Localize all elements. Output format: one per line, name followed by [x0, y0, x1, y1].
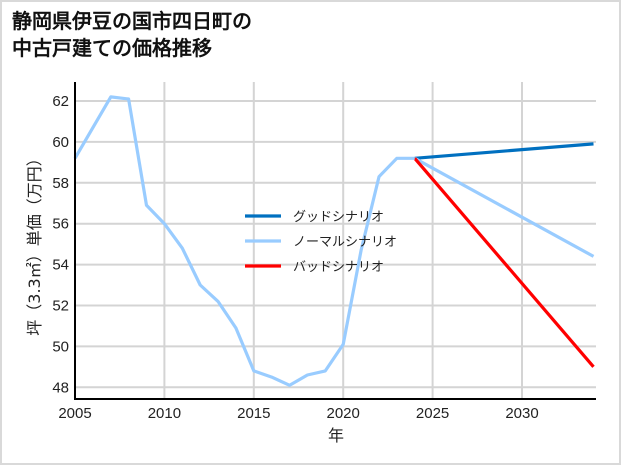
y-tick-label: 62 — [52, 93, 69, 110]
gridlines — [74, 82, 596, 399]
x-tick-label: 2010 — [148, 405, 181, 422]
x-tick-label: 2030 — [505, 405, 538, 422]
title-line-1: 静岡県伊豆の国市四日町の — [12, 9, 252, 33]
data-lines — [73, 95, 595, 387]
chart-title: 静岡県伊豆の国市四日町の 中古戸建ての価格推移 — [12, 8, 252, 62]
x-tick-label: 2020 — [327, 405, 360, 422]
x-tick-label: 2025 — [416, 405, 449, 422]
series-line — [413, 157, 595, 368]
y-tick-label: 48 — [52, 379, 69, 396]
y-tick-label: 60 — [52, 134, 69, 151]
y-tick-label: 56 — [52, 216, 69, 233]
legend-label: バッドシナリオ — [293, 260, 384, 275]
x-tick-label: 2015 — [237, 405, 270, 422]
tick-labels: 48 50 52 54 56 58 60 62 2005 2010 2015 2020 2025 2030 — [52, 93, 538, 422]
y-axis-label: 坪（3.3㎡）単価（万円） — [25, 150, 44, 335]
series-line — [73, 95, 415, 387]
legend-label: グッドシナリオ — [293, 210, 384, 225]
legend-label: ノーマルシナリオ — [293, 235, 397, 250]
series-line — [414, 142, 594, 160]
y-tick-label: 58 — [52, 175, 69, 192]
y-tick-label: 54 — [52, 257, 69, 274]
title-line-2: 中古戸建ての価格推移 — [12, 36, 212, 60]
x-tick-label: 2005 — [58, 405, 91, 422]
series-line — [413, 156, 595, 258]
axes — [74, 82, 596, 400]
x-axis-label: 年 — [328, 426, 344, 445]
y-tick-label: 50 — [52, 338, 69, 355]
y-tick-label: 52 — [52, 298, 69, 315]
